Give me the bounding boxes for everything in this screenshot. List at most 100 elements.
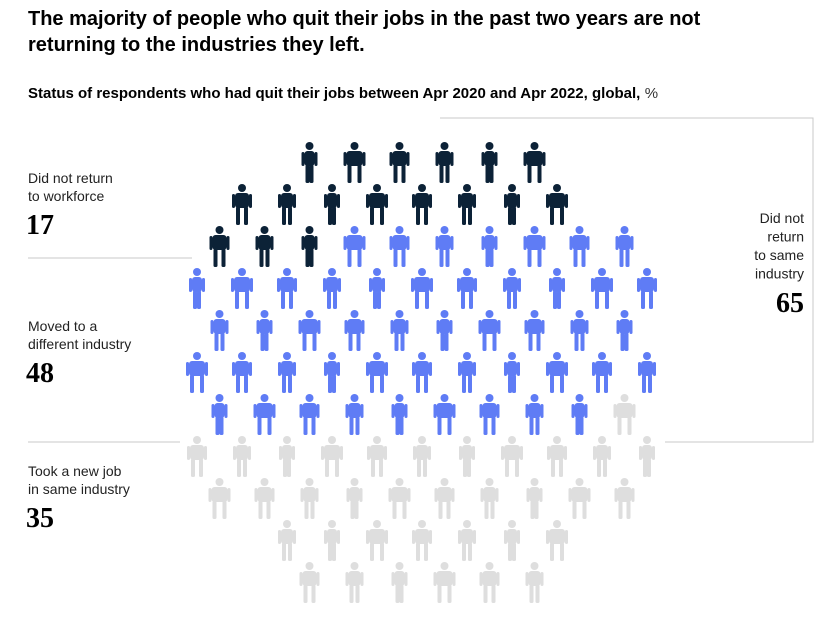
- arm: [433, 572, 437, 586]
- leg: [236, 375, 240, 393]
- torso: [213, 319, 226, 334]
- torso: [302, 571, 317, 586]
- segment-group: [186, 226, 657, 435]
- torso: [482, 571, 497, 586]
- person-icon: [256, 310, 273, 351]
- arm: [434, 488, 438, 502]
- arm: [324, 194, 327, 208]
- leg: [649, 291, 653, 309]
- person-icon: [232, 352, 252, 393]
- leg: [379, 459, 383, 477]
- arm: [210, 320, 214, 334]
- leg: [380, 543, 384, 561]
- leg: [537, 249, 542, 267]
- torso: [369, 361, 385, 376]
- leg: [619, 249, 624, 267]
- leg: [197, 291, 201, 309]
- arm: [525, 404, 529, 418]
- leg: [447, 417, 452, 435]
- leg: [512, 543, 516, 561]
- head: [373, 352, 381, 360]
- person-icon: [210, 310, 229, 351]
- person-icon: [504, 520, 520, 561]
- arm: [523, 236, 527, 250]
- arm: [271, 488, 275, 502]
- head: [215, 394, 224, 402]
- leg: [625, 249, 630, 267]
- arm: [565, 530, 568, 544]
- person-icon: [232, 184, 252, 225]
- person-icon: [366, 352, 388, 393]
- torso: [526, 235, 543, 250]
- leg: [424, 375, 428, 393]
- segment-value: 35: [26, 503, 54, 534]
- torso: [594, 277, 610, 292]
- head: [395, 142, 404, 150]
- head: [328, 436, 336, 444]
- arm: [343, 236, 347, 250]
- arm: [540, 404, 544, 418]
- leg: [467, 459, 471, 477]
- head: [463, 352, 471, 360]
- head: [283, 352, 291, 360]
- leg: [380, 375, 384, 393]
- segment-label: Did not return: [28, 170, 113, 186]
- torso: [527, 319, 542, 334]
- person-icon: [504, 184, 520, 225]
- person-icon: [523, 142, 546, 183]
- leg: [332, 207, 336, 225]
- leg: [399, 585, 404, 603]
- arm: [337, 194, 340, 208]
- torso: [235, 361, 249, 376]
- leg: [355, 585, 360, 603]
- person-icon: [231, 268, 253, 309]
- leg: [289, 291, 293, 309]
- arm: [301, 236, 305, 250]
- leg: [357, 165, 362, 183]
- arm: [324, 362, 327, 376]
- leg: [333, 291, 337, 309]
- head: [418, 184, 426, 192]
- person-icon: [277, 268, 297, 309]
- torso: [393, 319, 406, 334]
- head: [620, 310, 629, 318]
- leg: [627, 417, 632, 435]
- arm: [187, 446, 190, 460]
- person-icon: [389, 142, 410, 183]
- arm: [458, 362, 461, 376]
- arm: [608, 446, 611, 460]
- head: [238, 268, 246, 276]
- leg: [617, 417, 622, 435]
- leg: [447, 585, 452, 603]
- person-icon: [479, 562, 500, 603]
- head: [373, 184, 381, 192]
- leg: [572, 501, 577, 519]
- leg: [380, 207, 384, 225]
- arm: [205, 362, 208, 376]
- person-icon: [390, 310, 409, 351]
- torso: [257, 487, 272, 502]
- torso: [192, 277, 202, 292]
- arm: [294, 278, 297, 292]
- person-icon: [412, 352, 432, 393]
- arm: [654, 278, 657, 292]
- head: [328, 352, 336, 360]
- arm: [391, 404, 395, 418]
- leg: [582, 501, 587, 519]
- leg: [513, 291, 517, 309]
- leg: [463, 459, 467, 477]
- leg: [537, 165, 542, 183]
- arm: [249, 362, 252, 376]
- arm: [345, 404, 349, 418]
- segment-group: [187, 394, 655, 603]
- person-icon: [480, 478, 499, 519]
- head: [418, 268, 426, 276]
- leg: [305, 249, 310, 267]
- arm: [459, 446, 462, 460]
- leg: [348, 333, 353, 351]
- torso: [571, 487, 588, 502]
- segment-label: different industry: [28, 336, 131, 352]
- leg: [415, 291, 419, 309]
- person-icon: [412, 184, 432, 225]
- person-icon: [209, 226, 230, 267]
